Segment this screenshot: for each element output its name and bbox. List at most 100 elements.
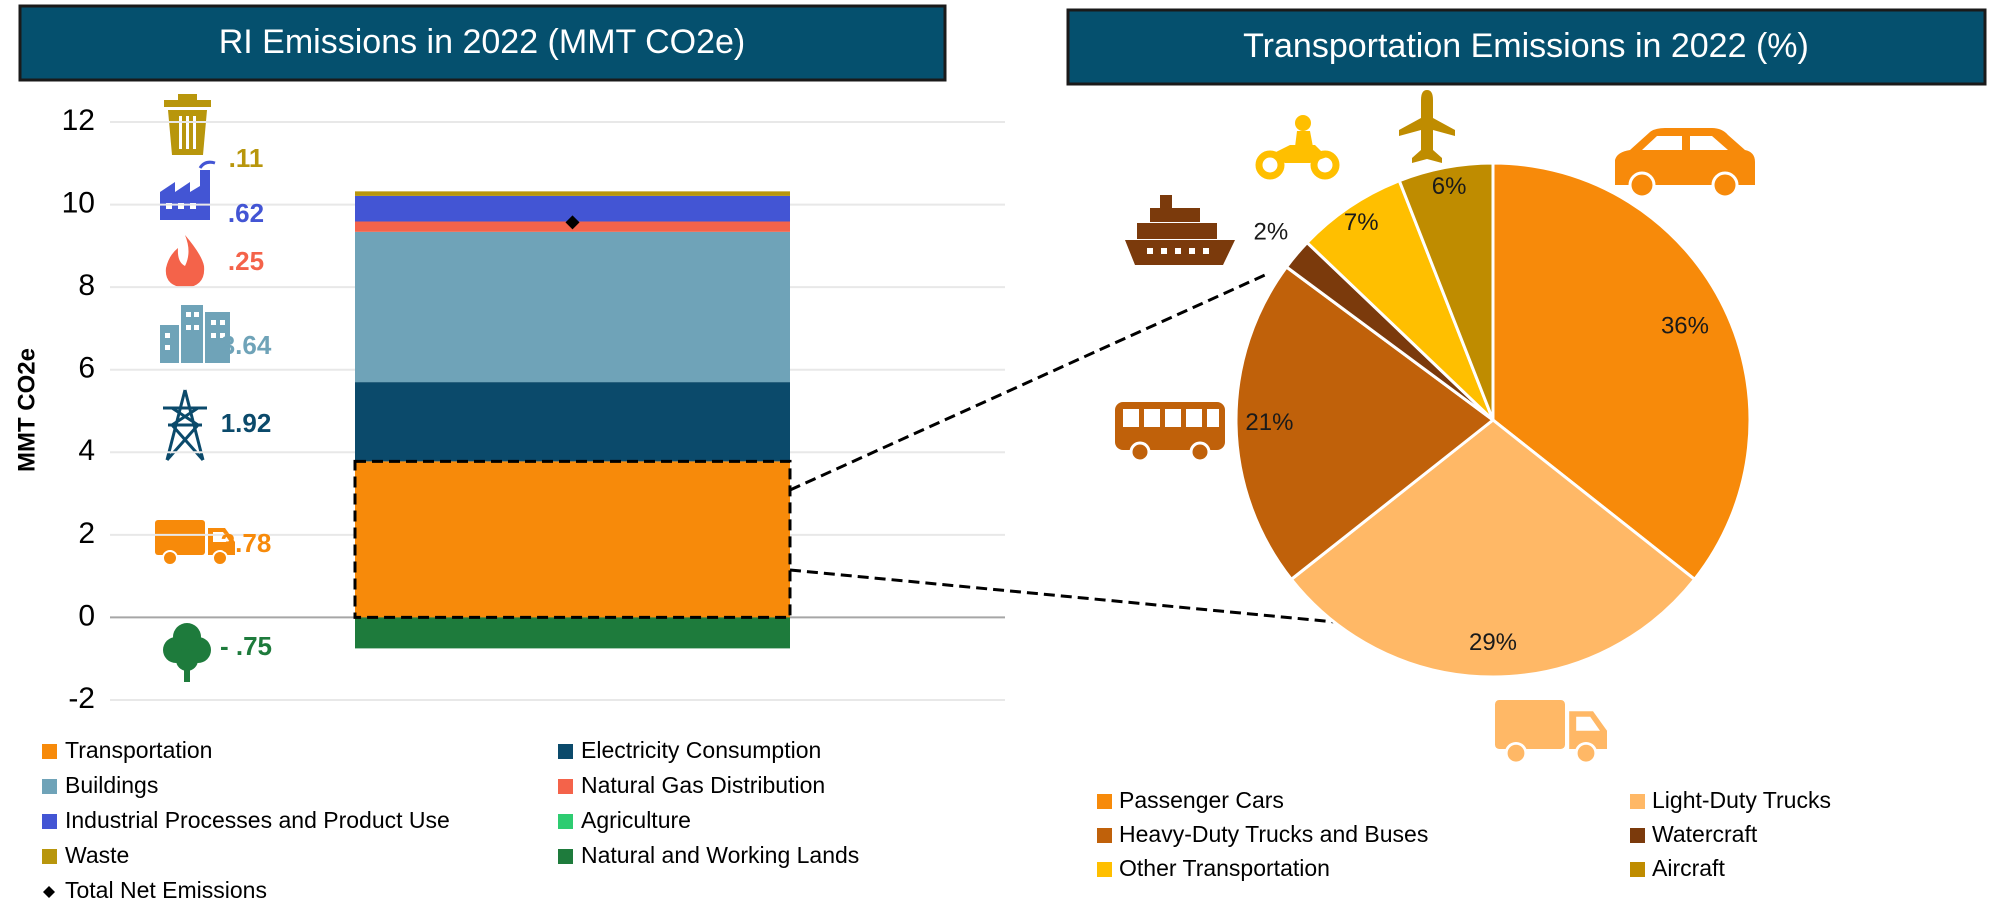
legend-label: Electricity Consumption bbox=[581, 737, 821, 763]
icon-buildings-part bbox=[220, 333, 225, 338]
data-label: .11 bbox=[229, 143, 264, 173]
y-tick-label: 10 bbox=[62, 186, 95, 219]
legend-swatch bbox=[558, 814, 573, 829]
icon-ship-part bbox=[1150, 208, 1200, 222]
data-label: 6% bbox=[1432, 173, 1467, 200]
icon-trash-part bbox=[179, 116, 182, 149]
icon-trash-part bbox=[186, 116, 189, 149]
data-label: 7% bbox=[1344, 209, 1379, 236]
data-label: - .75 bbox=[220, 631, 272, 661]
data-label: 36% bbox=[1661, 312, 1709, 339]
icon-car-part bbox=[1642, 136, 1728, 150]
y-tick-label: 0 bbox=[78, 599, 95, 632]
total-marker bbox=[565, 215, 580, 230]
legend-swatch bbox=[42, 814, 57, 829]
icon-ship bbox=[1125, 195, 1235, 265]
icon-factory-part bbox=[198, 160, 216, 169]
icon-buildings-part bbox=[194, 325, 199, 330]
legend-label: Passenger Cars bbox=[1119, 787, 1284, 813]
y-tick-label: 4 bbox=[78, 434, 95, 467]
icon-trash-part bbox=[193, 116, 196, 149]
icon-factory-part bbox=[178, 203, 184, 209]
data-label: .62 bbox=[228, 198, 264, 228]
icon-trash bbox=[164, 94, 211, 155]
icon-buildings-part bbox=[194, 312, 199, 317]
legend-label: Other Transportation bbox=[1119, 855, 1330, 881]
legend-label: Light-Duty Trucks bbox=[1652, 787, 1831, 813]
icon-motorcycle-part bbox=[1295, 115, 1311, 131]
icon-buildings-part bbox=[211, 333, 216, 338]
icon-motorcycle-part bbox=[1295, 131, 1313, 147]
legend-label: Aircraft bbox=[1652, 855, 1725, 881]
pie-slice bbox=[1289, 418, 1697, 679]
data-label: 3.78 bbox=[221, 528, 272, 558]
icon-ship-part bbox=[1160, 195, 1172, 210]
title-box bbox=[18, 4, 947, 82]
icon-bus-part bbox=[1189, 441, 1211, 463]
icon-buildings-part bbox=[181, 305, 203, 363]
icon-buildings-part bbox=[211, 320, 216, 325]
icon-plane bbox=[1399, 90, 1455, 163]
legend-swatch bbox=[558, 779, 573, 794]
bar-segment bbox=[355, 191, 790, 196]
icon-ship-part bbox=[1189, 248, 1195, 254]
legend-swatch bbox=[1630, 862, 1645, 877]
data-label: 1.92 bbox=[221, 408, 272, 438]
icon-bus bbox=[1115, 402, 1225, 463]
pie-slice bbox=[1491, 161, 1752, 582]
data-label: 2% bbox=[1254, 218, 1289, 245]
bar-segment bbox=[355, 617, 790, 649]
y-axis-label: MMT CO2e bbox=[13, 348, 40, 472]
icon-buildings-part bbox=[186, 312, 191, 317]
icon-truck-part bbox=[1504, 741, 1528, 765]
icon-buildings-part bbox=[165, 345, 170, 350]
legend-label: Natural and Working Lands bbox=[581, 842, 859, 868]
legend-swatch bbox=[1097, 862, 1112, 877]
pie-slice bbox=[1397, 161, 1495, 421]
legend-swatch bbox=[1630, 828, 1645, 843]
icon-factory-part bbox=[166, 203, 172, 209]
legend-swatch bbox=[1097, 794, 1112, 809]
icon-bus-part bbox=[1123, 409, 1139, 427]
pie-slice bbox=[1234, 264, 1496, 582]
icon-tree-part bbox=[184, 660, 190, 682]
icon-factory-part bbox=[160, 170, 210, 220]
icon-bus-part bbox=[1165, 409, 1181, 427]
data-label: 29% bbox=[1469, 629, 1517, 656]
legend-swatch bbox=[42, 779, 57, 794]
icon-ship-part bbox=[1147, 248, 1153, 254]
y-tick-label: 12 bbox=[62, 104, 95, 137]
icon-ship-part bbox=[1175, 248, 1181, 254]
icon-buildings-part bbox=[205, 312, 230, 363]
icon-trash-part bbox=[164, 100, 211, 107]
legend-label: Heavy-Duty Trucks and Buses bbox=[1119, 821, 1428, 847]
chart-title: Transportation Emissions in 2022 (%) bbox=[1243, 27, 1809, 65]
icon-truck-part bbox=[1495, 700, 1565, 749]
icon-motorcycle-part bbox=[1310, 150, 1340, 180]
icon-car-part bbox=[1615, 128, 1755, 185]
pie-slice bbox=[1304, 178, 1495, 422]
icon-truck bbox=[155, 520, 235, 566]
legend-marker bbox=[43, 886, 55, 898]
icon-truck-part bbox=[212, 550, 228, 566]
connector bbox=[789, 568, 1336, 624]
data-label: 21% bbox=[1245, 409, 1293, 436]
icon-car-part bbox=[1711, 171, 1739, 199]
y-tick-label: -2 bbox=[68, 682, 95, 715]
legend-label: Transportation bbox=[65, 737, 212, 763]
icon-motorcycle-part bbox=[1255, 150, 1285, 180]
icon-motorcycle bbox=[1255, 115, 1340, 180]
icon-ship-part bbox=[1137, 223, 1217, 239]
icon-tower bbox=[163, 389, 207, 461]
icon-tower-part bbox=[163, 389, 207, 461]
icon-tree bbox=[163, 623, 211, 682]
icon-tree-part bbox=[173, 623, 201, 651]
y-tick-label: 2 bbox=[78, 517, 95, 550]
icon-bus-part bbox=[1207, 409, 1219, 427]
icon-car bbox=[1615, 128, 1755, 199]
icon-motorcycle-part bbox=[1270, 145, 1327, 163]
icon-truck bbox=[1495, 700, 1607, 765]
data-label: 3.64 bbox=[221, 330, 272, 360]
icon-bus-part bbox=[1129, 441, 1151, 463]
